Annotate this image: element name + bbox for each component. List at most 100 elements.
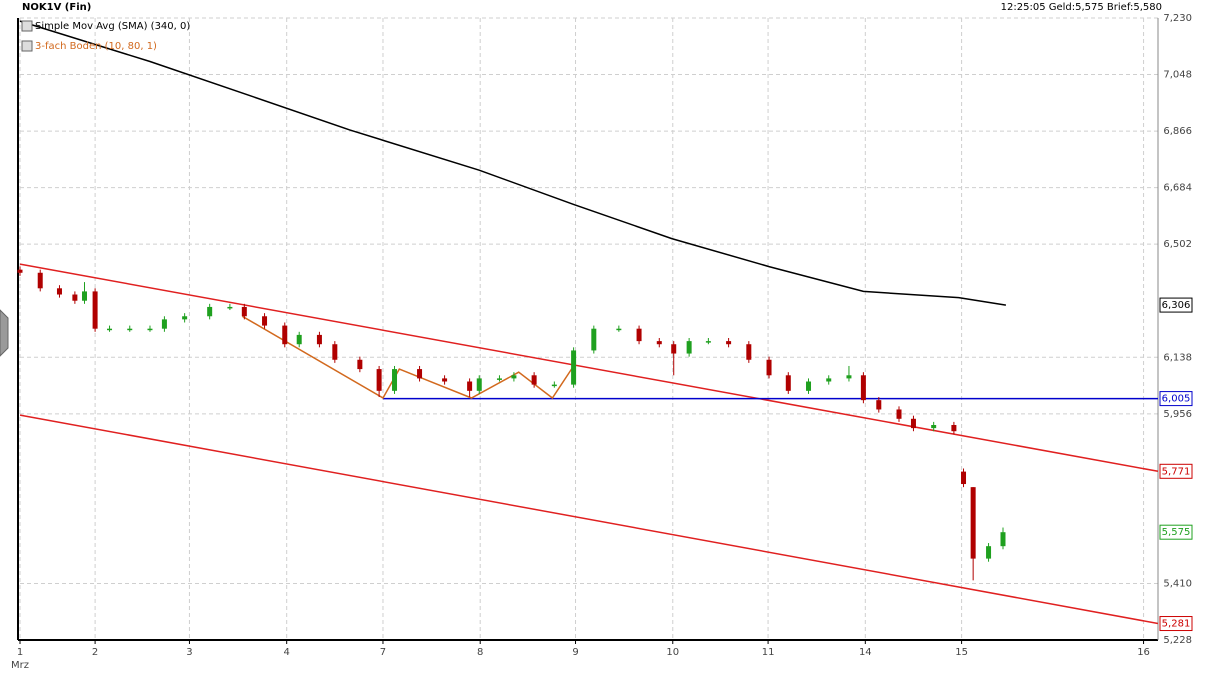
candle-body [636,328,642,342]
candle-body [551,384,557,387]
x-tick-label: 4 [284,647,290,658]
candle-body [616,328,622,331]
candle-body [92,291,98,329]
candle-body [17,269,23,273]
candle-body [392,369,398,391]
candle-body [182,316,188,320]
candle-body [860,375,866,401]
x-tick-label: 14 [859,647,872,658]
candle-body [332,344,338,360]
candle-body [970,487,976,559]
x-tick-label: 1 [17,647,23,658]
price-marker [1159,391,1193,407]
price-marker-label: 6,005 [1162,394,1191,405]
price-marker-label: 5,771 [1162,466,1191,477]
x-tick-label: 11 [762,647,775,658]
candle-body [785,375,791,391]
price-marker-label: 5,575 [1162,527,1191,538]
legend-label[interactable]: 3-fach Boden (10, 80, 1) [35,41,157,52]
candle-body [531,375,537,385]
y-tick-label: 5,410 [1163,578,1192,589]
overlay-line [19,20,1007,306]
candle-body [961,471,967,485]
x-tick-label: 16 [1137,647,1150,658]
candle-body [376,369,382,391]
candle-body [986,546,992,559]
candle-body [82,291,88,301]
x-tick-label: 8 [477,647,483,658]
overlay-line [19,414,1159,625]
legend-close[interactable] [21,20,33,32]
x-tick-label: 2 [92,647,98,658]
quote: 12:25:05 Geld:5,575 Brief:5,580 [1001,2,1162,13]
candle-body [147,328,153,331]
x-tick-label: 9 [572,647,578,658]
y-tick-label: 6,138 [1163,352,1192,363]
candle-body [826,378,832,382]
candle-body [161,319,167,329]
x-sublabel: Mrz [11,660,29,671]
price-marker [1159,524,1193,540]
legend-close[interactable] [21,40,33,52]
candle-body [72,294,78,301]
candle-body [591,328,597,351]
candle-body [357,359,363,370]
candle-body [571,350,577,385]
candle-body [56,288,62,295]
candle-body [262,316,268,326]
legend-label[interactable]: Simple Mov Avg (SMA) (340, 0) [35,21,190,32]
candle-body [686,341,692,354]
candle-body [1000,532,1006,547]
x-tick-label: 3 [186,647,192,658]
candle-body [896,409,902,419]
overlay-line [242,315,575,400]
candle-body [910,418,916,429]
y-tick-label: 7,048 [1163,70,1192,81]
candle-body [417,369,423,379]
candle-body [671,344,677,354]
candle-body [656,341,662,345]
candle-body [511,375,517,379]
x-tick-label: 15 [955,647,968,658]
y-tick-label: 5,956 [1163,409,1192,420]
price-marker-label: 6,306 [1162,300,1191,311]
y-tick-label: 7,230 [1163,13,1192,24]
candle-body [207,306,213,317]
price-marker [1159,616,1193,632]
candle-body [746,344,752,360]
candle-body [227,306,233,309]
price-marker [1159,463,1193,479]
side-tab[interactable] [0,309,9,357]
candle-body [316,334,322,345]
y-tick-label: 6,684 [1163,183,1192,194]
candle-body [107,328,113,331]
y-tick-label: 6,866 [1163,126,1192,137]
price-marker-label: 5,281 [1162,619,1191,630]
candle-body [951,425,957,432]
candle-body [37,272,43,289]
candle-body [241,306,247,317]
candle-body [705,341,711,343]
candle-body [442,378,448,382]
y-tick-label: 6,502 [1163,239,1192,250]
candle-body [766,359,772,376]
x-tick-label: 10 [666,647,679,658]
candle-body [931,425,937,429]
candle-body [726,341,732,345]
x-tick-label: 7 [380,647,386,658]
symbol: NOK1V (Fin) [22,2,91,13]
candle-body [127,328,133,331]
candle-body [296,334,302,345]
candle-body [876,400,882,410]
candle-body [846,375,852,379]
candle-body [476,378,482,391]
overlay-line [19,263,1159,473]
y-tick-label: 5,228 [1163,635,1192,646]
candle-body [496,378,502,380]
price-marker [1159,297,1193,313]
candle-body [467,381,473,391]
candle-body [282,325,288,345]
